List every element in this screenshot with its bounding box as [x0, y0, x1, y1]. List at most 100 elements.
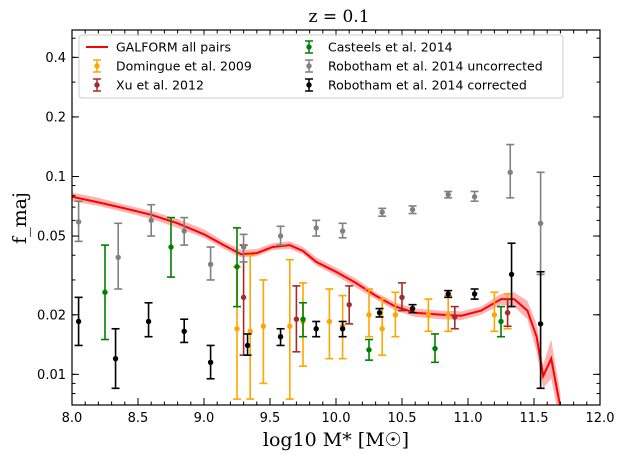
data-point: [168, 244, 174, 250]
data-points-layer: [74, 143, 545, 400]
data-point: [277, 233, 284, 239]
data-point: [145, 318, 152, 325]
y-tick-label: 0.4: [45, 51, 66, 66]
legend-label: Domingue et al. 2009: [116, 59, 252, 74]
x-tick-label: 12.0: [586, 411, 615, 426]
data-point: [504, 309, 511, 316]
x-tick-label: 10.0: [322, 411, 351, 426]
chart-title: z = 0.1: [308, 7, 369, 27]
data-point: [293, 316, 300, 322]
data-point: [445, 291, 451, 297]
data-point: [75, 318, 82, 325]
legend-entry-3: Xu et al. 2012: [93, 78, 204, 93]
legend-entry-1: GALFORM all pairs: [86, 40, 231, 55]
series-2: [239, 244, 512, 356]
data-point: [379, 209, 385, 215]
data-point: [507, 169, 513, 175]
data-point: [112, 355, 119, 362]
data-point: [181, 228, 187, 234]
x-ticks: 8.0 8.5 9.0 9.5 10.0 10.5 11.0 11.5 12.0: [62, 30, 615, 426]
y-axis-label: f_maj: [9, 192, 31, 244]
x-tick-label: 8.0: [62, 411, 83, 426]
legend-marker: [306, 82, 312, 88]
model-line: [72, 195, 561, 405]
x-tick-label: 11.5: [520, 411, 549, 426]
data-point: [326, 318, 333, 325]
legend-label: GALFORM all pairs: [116, 40, 231, 55]
data-point: [115, 254, 121, 261]
data-point: [392, 312, 399, 318]
y-tick-label: 0.1: [45, 170, 66, 185]
data-point: [409, 206, 416, 213]
data-point: [240, 244, 247, 250]
y-tick-label: 0.02: [37, 308, 66, 323]
legend-marker: [306, 44, 312, 50]
legend-marker: [94, 82, 100, 88]
legend-label: Casteels et al. 2014: [328, 40, 453, 55]
data-point: [508, 271, 515, 278]
data-point: [366, 347, 372, 353]
data-point: [399, 294, 405, 301]
y-tick-label: 0.01: [37, 368, 66, 383]
data-point: [445, 191, 451, 198]
data-point: [346, 301, 352, 308]
data-point: [445, 312, 451, 318]
data-point: [75, 219, 82, 225]
data-point: [471, 291, 478, 297]
data-point: [247, 328, 253, 335]
x-tick-label: 11.0: [454, 411, 483, 426]
legend-entry-6: Robotham et al. 2014 corrected: [305, 78, 527, 93]
series-5: [74, 242, 545, 390]
data-point: [287, 323, 293, 329]
data-point: [148, 217, 154, 224]
model-line-layer: [72, 195, 561, 405]
legend-label: Robotham et al. 2014 corrected: [328, 78, 527, 93]
y-ticks: 0.01 0.02 0.05 0.1 0.2 0.4: [37, 37, 600, 406]
y-tick-label: 0.05: [37, 230, 66, 245]
legend-label: Xu et al. 2012: [116, 78, 204, 93]
data-point: [207, 359, 214, 366]
legend: GALFORM all pairs Domingue et al. 2009 Xu …: [78, 34, 564, 99]
x-axis-label: log10 M* [M☉]: [263, 429, 409, 451]
data-point: [432, 345, 438, 352]
data-point: [102, 289, 108, 295]
data-point: [498, 318, 504, 325]
series-4: [74, 143, 545, 290]
data-point: [260, 323, 267, 329]
y-tick-label: 0.2: [45, 110, 66, 125]
data-point: [537, 220, 544, 226]
x-tick-label: 8.5: [128, 411, 149, 426]
data-point: [471, 194, 478, 200]
x-tick-label: 9.5: [260, 411, 281, 426]
legend-entry-5: Robotham et al. 2014 uncorrected: [305, 59, 543, 74]
data-point: [234, 264, 240, 270]
x-tick-label: 9.0: [194, 411, 215, 426]
legend-marker: [94, 63, 100, 69]
data-point: [339, 326, 346, 332]
legend-label: Robotham et al. 2014 uncorrected: [328, 59, 543, 74]
data-point: [300, 316, 306, 322]
x-tick-label: 10.5: [388, 411, 417, 426]
data-point: [537, 321, 544, 327]
data-point: [181, 328, 187, 335]
data-point: [234, 326, 240, 332]
data-point: [277, 333, 284, 340]
data-point: [240, 294, 247, 301]
data-point: [379, 326, 385, 332]
data-point: [425, 312, 432, 318]
data-point: [339, 228, 346, 234]
data-point: [491, 312, 498, 318]
data-point: [313, 225, 319, 231]
data-point: [376, 309, 383, 316]
data-point: [207, 261, 214, 267]
data-point: [313, 326, 319, 332]
data-point: [366, 312, 372, 318]
series-1: [233, 254, 512, 400]
legend-marker: [306, 63, 312, 69]
data-point: [244, 342, 251, 349]
series-3: [101, 216, 505, 364]
data-point: [452, 314, 458, 320]
legend-box: [78, 34, 564, 99]
legend-entry-2: Domingue et al. 2009: [93, 59, 252, 74]
